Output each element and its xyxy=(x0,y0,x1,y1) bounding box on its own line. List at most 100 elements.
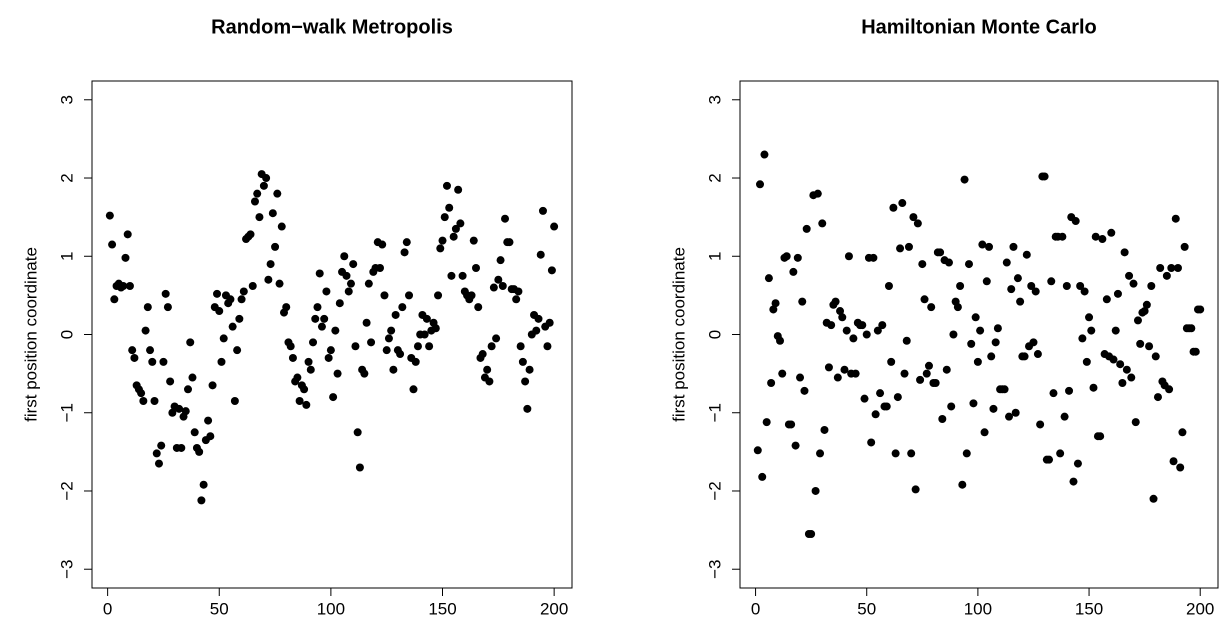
point xyxy=(1145,342,1154,351)
point xyxy=(248,281,257,290)
point xyxy=(824,363,833,372)
point xyxy=(1165,385,1174,394)
point xyxy=(869,253,878,262)
point xyxy=(333,369,342,378)
point xyxy=(250,197,259,206)
point xyxy=(487,342,496,351)
point xyxy=(793,253,802,262)
point xyxy=(1133,316,1142,325)
point xyxy=(360,369,369,378)
point xyxy=(440,213,449,222)
point xyxy=(962,449,971,458)
point xyxy=(396,350,405,359)
x-tick-label: 200 xyxy=(1186,599,1214,618)
y-tick-label: 2 xyxy=(705,173,724,182)
point xyxy=(259,181,268,190)
point xyxy=(1045,455,1054,464)
point xyxy=(1029,338,1038,347)
point xyxy=(1071,217,1080,226)
point xyxy=(442,181,451,190)
point xyxy=(782,252,791,261)
point xyxy=(391,310,400,319)
point xyxy=(758,472,767,481)
point xyxy=(1049,389,1058,398)
point xyxy=(302,400,311,409)
point xyxy=(485,377,494,386)
point xyxy=(973,357,982,366)
point xyxy=(1078,334,1087,343)
y-tick-label: 3 xyxy=(57,95,76,104)
point xyxy=(300,385,309,394)
chart-title: Hamiltonian Monte Carlo xyxy=(861,16,1097,38)
point xyxy=(1162,271,1171,280)
y-tick-label: −2 xyxy=(705,481,724,500)
point xyxy=(422,314,431,323)
point xyxy=(798,297,807,306)
point xyxy=(472,263,480,272)
point xyxy=(246,230,255,239)
point xyxy=(1176,463,1185,472)
point xyxy=(119,281,128,290)
point xyxy=(944,258,953,267)
point xyxy=(1178,428,1187,437)
point xyxy=(942,365,951,374)
point xyxy=(514,287,523,296)
point xyxy=(913,219,922,228)
point xyxy=(818,219,827,228)
point xyxy=(317,322,326,331)
point xyxy=(322,287,331,296)
point xyxy=(346,279,355,288)
point xyxy=(489,283,498,292)
plot-frame xyxy=(739,80,1219,589)
point xyxy=(139,397,148,406)
point xyxy=(811,486,820,495)
point xyxy=(190,428,199,437)
point xyxy=(536,250,545,259)
point xyxy=(380,291,389,300)
chart-title: Random−walk Metropolis xyxy=(211,16,453,38)
point xyxy=(980,428,989,437)
point xyxy=(840,365,849,374)
point xyxy=(362,318,371,327)
point xyxy=(152,449,161,458)
x-tick-label: 150 xyxy=(428,599,456,618)
y-axis-label: first position coordinate xyxy=(21,247,40,422)
point xyxy=(1065,386,1074,395)
point xyxy=(1031,287,1040,296)
point xyxy=(889,203,898,212)
point xyxy=(382,346,391,355)
point xyxy=(148,357,157,366)
point xyxy=(154,459,163,468)
point xyxy=(1151,352,1160,361)
point xyxy=(177,443,186,452)
point xyxy=(121,253,130,262)
point xyxy=(335,299,344,308)
point xyxy=(1113,289,1122,298)
point xyxy=(478,350,487,359)
point xyxy=(367,338,376,347)
point xyxy=(1085,313,1094,322)
point xyxy=(420,330,429,339)
point xyxy=(920,295,929,304)
point xyxy=(844,252,853,261)
point xyxy=(458,271,467,280)
point xyxy=(1089,383,1098,392)
point xyxy=(778,369,787,378)
point xyxy=(547,266,556,275)
point xyxy=(791,441,800,450)
point xyxy=(989,404,998,413)
point xyxy=(871,410,880,419)
y-tick-label: 2 xyxy=(57,173,76,182)
point xyxy=(836,307,845,316)
point xyxy=(483,365,492,374)
point xyxy=(233,346,242,355)
point xyxy=(931,379,940,388)
point xyxy=(161,289,170,298)
point xyxy=(311,314,320,323)
point xyxy=(309,338,318,347)
point xyxy=(1005,412,1014,421)
point xyxy=(469,236,478,245)
point xyxy=(927,303,936,312)
